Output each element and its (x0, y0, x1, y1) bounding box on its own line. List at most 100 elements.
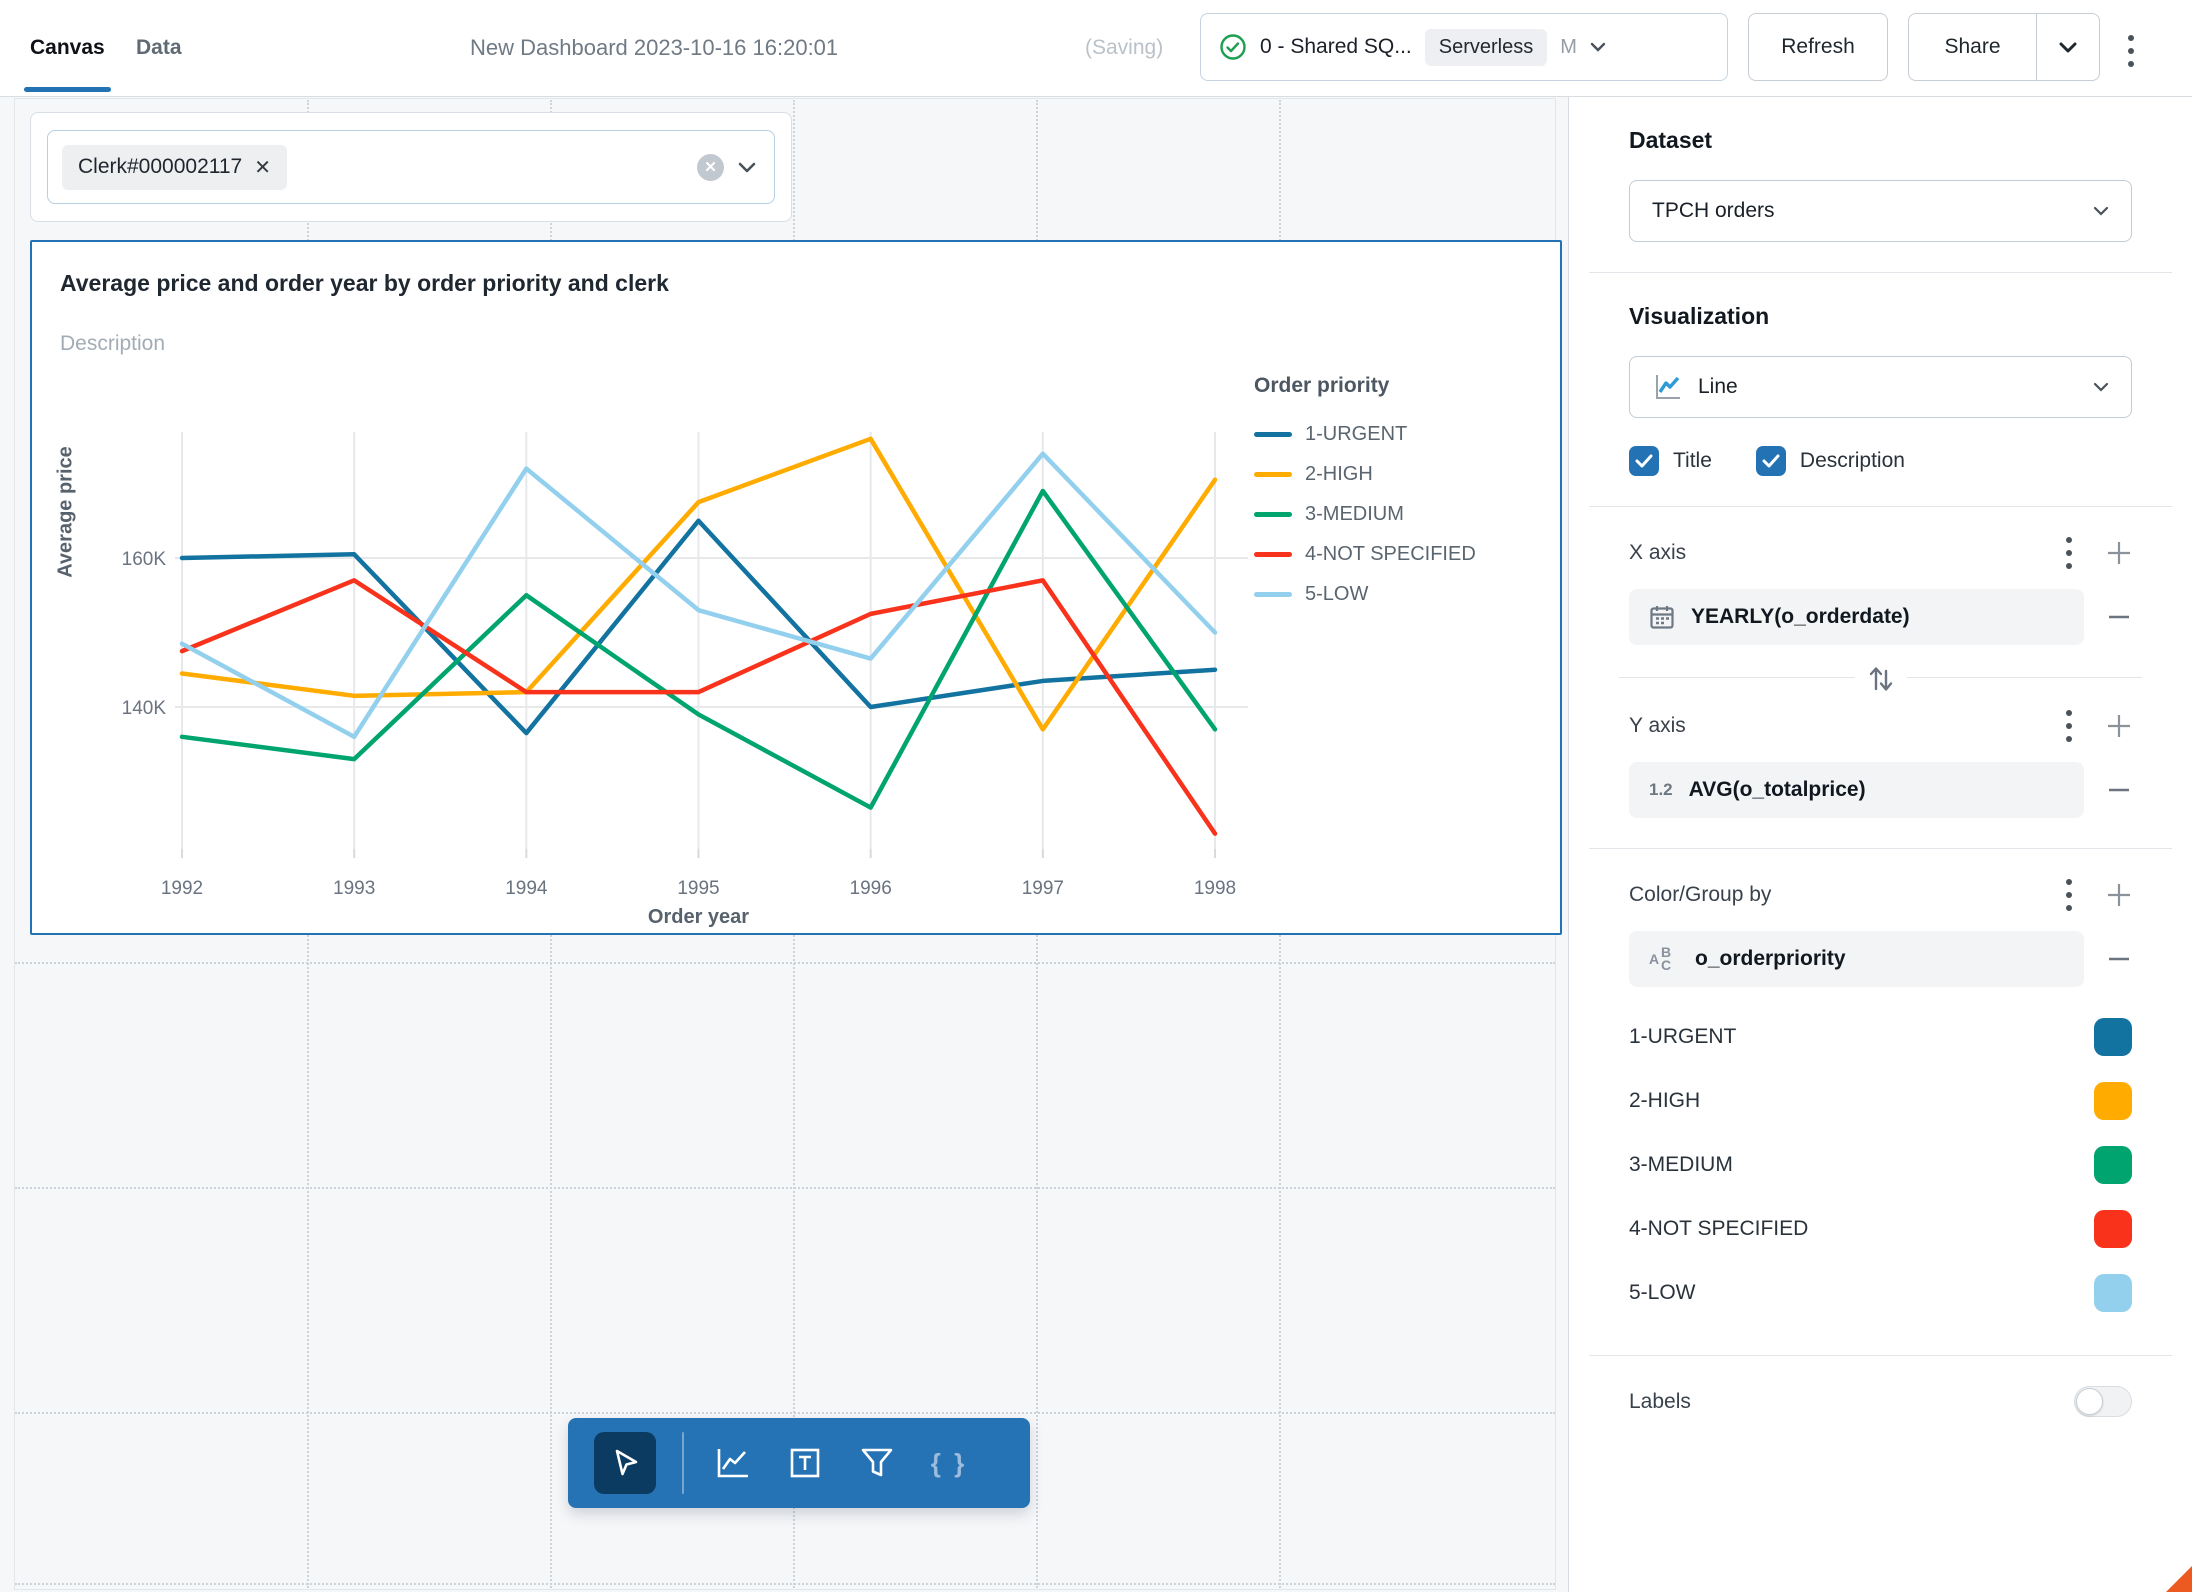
y-axis-menu-icon[interactable] (2066, 710, 2072, 742)
select-cursor-tool[interactable] (594, 1432, 656, 1494)
chart-description-placeholder[interactable]: Description (60, 332, 166, 355)
add-text-tool[interactable] (782, 1440, 828, 1486)
group-color-swatch[interactable] (2094, 1210, 2132, 1248)
resize-corner-badge (2166, 1566, 2192, 1592)
refresh-button[interactable]: Refresh (1748, 13, 1888, 81)
filter-widget: Clerk#000002117 ✕ ✕ (30, 112, 792, 222)
legend-item[interactable]: 2-HIGH (1254, 454, 1554, 494)
warehouse-status-icon (1219, 33, 1247, 61)
filter-value-chip[interactable]: Clerk#000002117 ✕ (62, 144, 288, 190)
series-line-5-low (179, 451, 1218, 740)
group-color-swatch[interactable] (2094, 1018, 2132, 1056)
add-field-icon[interactable] (2106, 713, 2132, 739)
chevron-down-icon[interactable] (738, 162, 756, 173)
chart-legend: Order priority 1-URGENT 2-HIGH 3-MEDIUM 4-N… (1254, 374, 1554, 614)
color-group-label: Color/Group by (1629, 883, 1772, 906)
legend-label: 2-HIGH (1305, 462, 1373, 485)
dataset-heading: Dataset (1629, 127, 1713, 153)
swap-axes-icon[interactable] (1854, 663, 1907, 693)
x-tick-label: 1993 (333, 878, 375, 899)
x-tick-label: 1992 (161, 878, 203, 899)
legend-item[interactable]: 5-LOW (1254, 574, 1554, 614)
y-tick-label: 160K (122, 549, 167, 570)
text-box-icon (790, 1448, 820, 1478)
share-dropdown-button[interactable] (2037, 14, 2099, 80)
legend-item[interactable]: 1-URGENT (1254, 414, 1554, 454)
series-line-3-medium (179, 488, 1218, 810)
group-color-swatch[interactable] (2094, 1274, 2132, 1312)
remove-field-icon[interactable] (2106, 777, 2132, 803)
chevron-down-icon (1590, 42, 1606, 52)
dataset-select[interactable]: TPCH orders (1629, 180, 2132, 242)
legend-item[interactable]: 4-NOT SPECIFIED (1254, 534, 1554, 574)
title-checkbox[interactable]: Title (1629, 446, 1712, 476)
cursor-icon (615, 1449, 638, 1476)
legend-label: 4-NOT SPECIFIED (1305, 542, 1476, 565)
grid-guide (15, 1187, 1555, 1189)
y-axis-label: Y axis (1629, 714, 1686, 737)
remove-chip-icon[interactable]: ✕ (254, 156, 272, 179)
x-tick-label: 1997 (1022, 878, 1064, 899)
legend-item[interactable]: 3-MEDIUM (1254, 494, 1554, 534)
code-braces-icon: { } (930, 1447, 968, 1478)
checkbox-checked-icon (1629, 446, 1659, 476)
divider (1589, 848, 2172, 849)
description-checkbox[interactable]: Description (1755, 446, 1905, 476)
labels-toggle[interactable] (2074, 1386, 2132, 1417)
overflow-menu-icon[interactable] (2128, 35, 2134, 67)
tab-canvas[interactable]: Canvas (24, 0, 111, 96)
add-chart-tool[interactable] (710, 1440, 756, 1486)
title-checkbox-label: Title (1673, 449, 1712, 472)
filter-input[interactable]: Clerk#000002117 ✕ ✕ (47, 130, 775, 204)
color-group-field-name: o_orderpriority (1695, 947, 1846, 970)
code-tool[interactable]: { } (926, 1440, 972, 1486)
warehouse-selector[interactable]: 0 - Shared SQ... Serverless M (1200, 13, 1728, 81)
group-color-swatch[interactable] (2094, 1146, 2132, 1184)
add-filter-tool[interactable] (854, 1440, 900, 1486)
chevron-down-icon (2093, 382, 2109, 392)
legend-label: 5-LOW (1305, 582, 1369, 605)
tab-data-label: Data (136, 36, 182, 59)
color-group-menu-icon[interactable] (2066, 879, 2072, 911)
x-axis-title: Order year (647, 906, 750, 928)
x-axis-menu-icon[interactable] (2066, 537, 2072, 569)
remove-field-icon[interactable] (2106, 604, 2132, 630)
tab-data[interactable]: Data (136, 0, 182, 96)
legend-swatch (1254, 471, 1292, 477)
group-color-row: 5-LOW (1629, 1261, 2132, 1325)
x-axis-label: X axis (1629, 541, 1687, 564)
y-axis-field-chip[interactable]: 1.2 AVG(o_totalprice) (1629, 762, 2084, 818)
x-tick-label: 1996 (850, 878, 892, 899)
filter-chip-label: Clerk#000002117 (78, 155, 243, 178)
share-button[interactable]: Share (1944, 35, 2001, 58)
grid-guide (15, 962, 1555, 964)
clear-filter-icon[interactable]: ✕ (697, 153, 724, 181)
group-color-swatch[interactable] (2094, 1082, 2132, 1120)
filter-funnel-icon (861, 1448, 893, 1477)
chart-title: Average price and order year by order pr… (60, 270, 669, 296)
remove-field-icon[interactable] (2106, 946, 2132, 972)
visualization-value: Line (1698, 375, 1738, 398)
group-label: 4-NOT SPECIFIED (1629, 1217, 1809, 1240)
chevron-down-icon (2093, 206, 2109, 216)
dataset-value: TPCH orders (1652, 199, 1775, 222)
group-color-row: 3-MEDIUM (1629, 1133, 2132, 1197)
chart-widget[interactable]: 140K 160K 1992 1993 1994 1995 1996 1997 1998 Ave… (30, 240, 1562, 935)
visualization-select[interactable]: Line (1629, 356, 2132, 418)
add-field-icon[interactable] (2106, 540, 2132, 566)
add-field-icon[interactable] (2106, 882, 2132, 908)
group-label: 5-LOW (1629, 1281, 1696, 1304)
x-tick-label: 1998 (1194, 878, 1236, 899)
saving-indicator: (Saving) (1085, 36, 1164, 59)
y-tick-label: 140K (122, 698, 167, 719)
x-tick-label: 1994 (505, 878, 548, 899)
divider (1589, 272, 2172, 273)
calendar-icon (1649, 604, 1675, 630)
divider (1619, 663, 2142, 693)
grid-guide (15, 1412, 1555, 1414)
y-axis-field-name: AVG(o_totalprice) (1688, 778, 1866, 801)
checkbox-checked-icon (1755, 446, 1786, 476)
x-axis-field-chip[interactable]: YEARLY(o_orderdate) (1629, 589, 2084, 645)
